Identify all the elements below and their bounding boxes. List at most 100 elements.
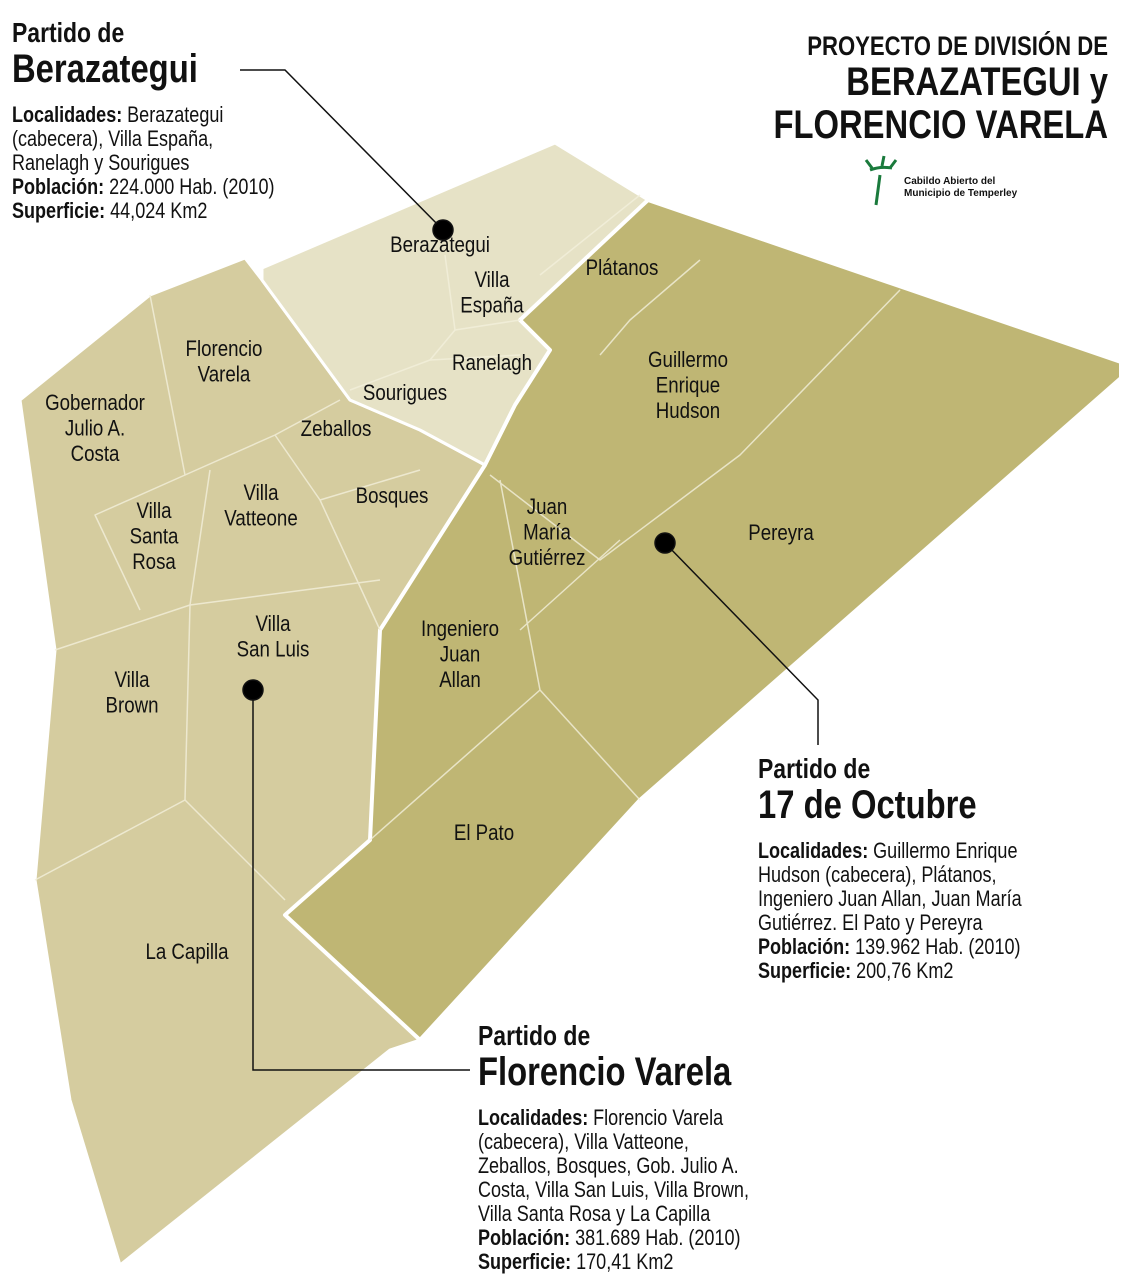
info-value: (cabecera), Villa España,: [12, 127, 213, 151]
locality-text: Vatteone: [224, 507, 297, 531]
locality-text: Juan: [440, 643, 481, 667]
info-line: Localidades: Berazategui: [12, 103, 223, 127]
locality-label: Bosques: [356, 485, 429, 509]
marker-dot: [432, 219, 454, 241]
locality-text: Enrique: [656, 374, 720, 398]
info-label: Superficie:: [758, 959, 851, 983]
info-value: 381.689 Hab. (2010): [575, 1226, 740, 1250]
locality-label: Pereyra: [748, 522, 814, 546]
regions: [18, 141, 1121, 1267]
locality-text: Villa: [137, 500, 173, 524]
locality-label: Berazategui: [390, 234, 490, 258]
locality-label: Ranelagh: [452, 352, 532, 376]
locality-text: Brown: [106, 694, 159, 718]
title-line: FLORENCIO VARELA: [773, 102, 1108, 147]
info-value: Florencio Varela: [593, 1106, 724, 1130]
locality-text: El Pato: [454, 822, 514, 846]
locality-text: María: [523, 521, 571, 545]
info-line: (cabecera), Villa España,: [12, 127, 213, 151]
locality-text: Gobernador: [45, 392, 145, 416]
locality-label: La Capilla: [145, 941, 229, 965]
info-value: 139.962 Hab. (2010): [855, 935, 1020, 959]
info-line: Superficie: 200,76 Km2: [758, 959, 953, 983]
locality-text: Hudson: [656, 400, 720, 424]
locality-label: Zeballos: [301, 418, 372, 442]
info-value: 200,76 Km2: [856, 959, 953, 983]
info-line: Ingeniero Juan Allan, Juan María: [758, 887, 1022, 911]
info-line: Hudson (cabecera), Plátanos,: [758, 863, 997, 887]
info-label: Localidades:: [12, 103, 122, 127]
locality-text: Julio A.: [65, 417, 125, 441]
locality-text: Varela: [198, 363, 251, 387]
info-value: Costa, Villa San Luis, Villa Brown,: [478, 1178, 749, 1202]
locality-text: Pereyra: [748, 522, 814, 546]
info-label: Población:: [478, 1226, 570, 1250]
info-line: Localidades: Florencio Varela: [478, 1106, 724, 1130]
locality-label: Sourigues: [363, 382, 447, 406]
info-value: Hudson (cabecera), Plátanos,: [758, 863, 997, 887]
locality-text: Zeballos: [301, 418, 372, 442]
info-value: Berazategui: [127, 103, 223, 127]
leader-line: [240, 69, 444, 231]
info-value: 224.000 Hab. (2010): [109, 175, 274, 199]
info-label: Localidades:: [478, 1106, 588, 1130]
info-value: Guillermo Enrique: [873, 839, 1017, 863]
info-line: Población: 224.000 Hab. (2010): [12, 175, 275, 199]
locality-text: Villa: [256, 613, 292, 637]
info-value: 170,41 Km2: [576, 1250, 673, 1274]
locality-label: Plátanos: [586, 257, 659, 281]
marker-dot: [242, 679, 264, 701]
title: PROYECTO DE DIVISIÓN DE BERAZATEGUI y FL…: [773, 31, 1108, 147]
locality-borders: [34, 194, 901, 901]
partido-prefix: Partido de: [12, 18, 124, 49]
info-line: Población: 381.689 Hab. (2010): [478, 1226, 741, 1250]
locality-text: Rosa: [132, 551, 176, 575]
partido-prefix: Partido de: [758, 754, 870, 785]
info-label: Población:: [12, 175, 104, 199]
info-line: Población: 139.962 Hab. (2010): [758, 935, 1021, 959]
locality-text: Bosques: [356, 485, 429, 509]
title-line: BERAZATEGUI y: [846, 59, 1108, 104]
info-line: Ranelagh y Sourigues: [12, 151, 189, 175]
partido-name: Berazategui: [12, 46, 198, 91]
info-value: Gutiérrez. El Pato y Pereyra: [758, 911, 983, 935]
info-value: Zeballos, Bosques, Gob. Julio A.: [478, 1154, 739, 1178]
locality-text: Ingeniero: [421, 618, 499, 642]
partido-name: 17 de Octubre: [758, 782, 977, 827]
locality-text: Ranelagh: [452, 352, 532, 376]
locality-text: Costa: [71, 443, 120, 467]
info-line: Gutiérrez. El Pato y Pereyra: [758, 911, 983, 935]
info-line: Localidades: Guillermo Enrique: [758, 839, 1017, 863]
info-value: 44,024 Km2: [110, 199, 207, 223]
locality-text: La Capilla: [145, 941, 229, 965]
logo-text: Municipio de Temperley: [904, 188, 1018, 199]
locality-label: El Pato: [454, 822, 514, 846]
info-line: Zeballos, Bosques, Gob. Julio A.: [478, 1154, 739, 1178]
info-value: Ranelagh y Sourigues: [12, 151, 189, 175]
locality-text: Allan: [439, 669, 481, 693]
info-line: (cabecera), Villa Vatteone,: [478, 1130, 689, 1154]
locality-text: Santa: [130, 525, 179, 549]
leaders: [240, 69, 819, 1071]
info-line: Superficie: 44,024 Km2: [12, 199, 207, 223]
locality-text: Plátanos: [586, 257, 659, 281]
locality-text: Villa: [475, 269, 511, 293]
leader-line: [252, 690, 470, 1071]
info-label: Población:: [758, 935, 850, 959]
locality-text: Villa: [244, 482, 280, 506]
locality-text: Berazategui: [390, 234, 490, 258]
logo-text: Cabildo Abierto del: [904, 176, 996, 187]
info-line: Superficie: 170,41 Km2: [478, 1250, 673, 1274]
partido-name: Florencio Varela: [478, 1049, 732, 1094]
